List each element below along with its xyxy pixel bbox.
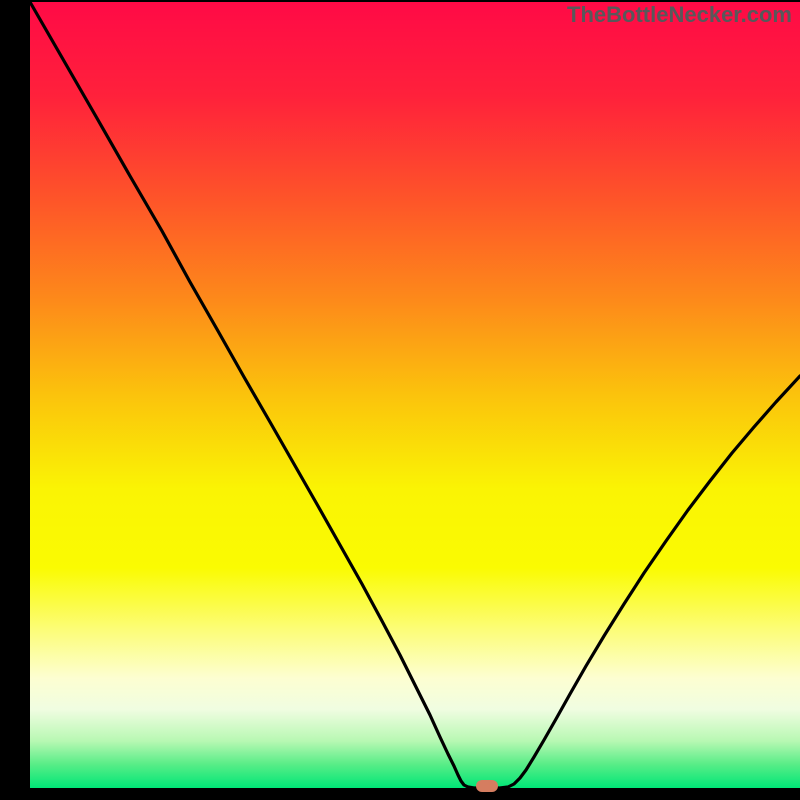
watermark-text: TheBottleNecker.com bbox=[567, 2, 792, 28]
curve-path bbox=[30, 2, 800, 788]
minimum-marker bbox=[476, 780, 498, 792]
chart-container: TheBottleNecker.com bbox=[0, 0, 800, 800]
plot-area bbox=[30, 2, 800, 788]
bottleneck-curve bbox=[30, 2, 800, 788]
